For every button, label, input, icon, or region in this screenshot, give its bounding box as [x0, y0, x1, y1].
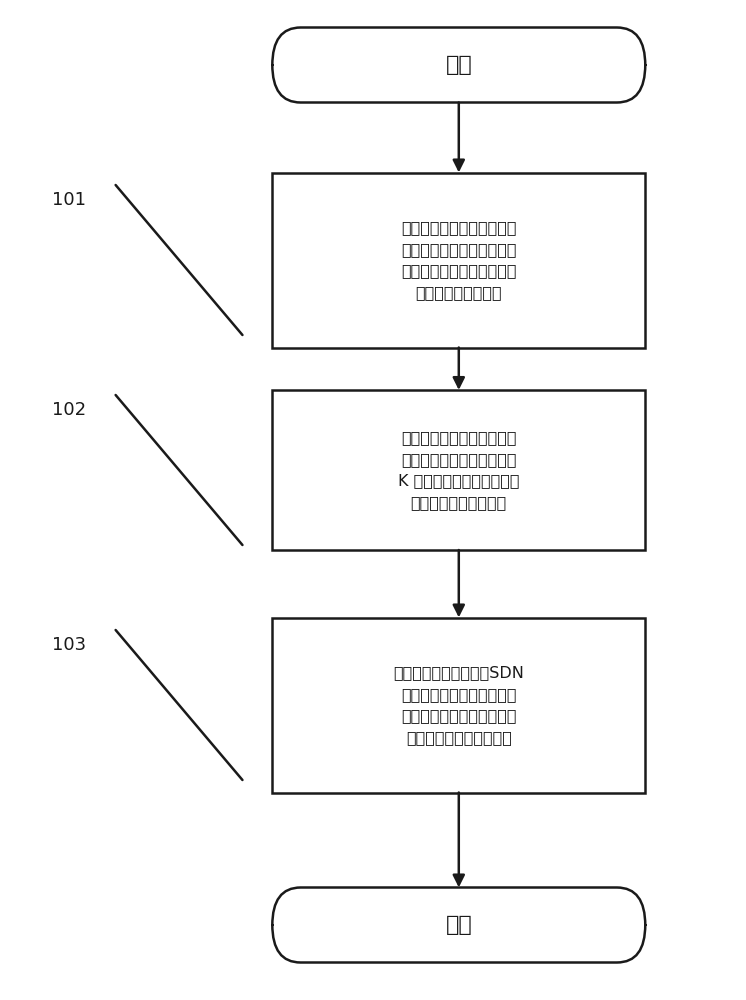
Text: 103: 103 — [52, 636, 87, 654]
Text: 结束: 结束 — [445, 915, 472, 935]
Text: 业务流量调度应用通过SDN
控制器将基于隙道转发的初
始路径信息的流表下发到对
应的多个白牌物理设备上: 业务流量调度应用通过SDN 控制器将基于隙道转发的初 始路径信息的流表下发到对 … — [393, 665, 524, 745]
Text: 业务流量调度应用根据拓扑
和隙道信息计算出节点之间
K 跳之内能够到达的备选路
径，选择一条初始路径: 业务流量调度应用根据拓扑 和隙道信息计算出节点之间 K 跳之内能够到达的备选路 … — [398, 430, 519, 510]
FancyBboxPatch shape — [272, 27, 645, 102]
Text: 在业务流量调度应用录入业
务信息并设置相应的粒度调
整策略和调度策略，周期性
获取拓扑和隙道信息: 在业务流量调度应用录入业 务信息并设置相应的粒度调 整策略和调度策略，周期性 获… — [401, 220, 516, 300]
Bar — [272, 172, 645, 348]
Bar — [272, 617, 645, 792]
Text: 开始: 开始 — [445, 55, 472, 75]
Text: 101: 101 — [52, 191, 87, 209]
FancyBboxPatch shape — [272, 888, 645, 962]
Text: 102: 102 — [52, 401, 87, 419]
Bar — [272, 390, 645, 550]
